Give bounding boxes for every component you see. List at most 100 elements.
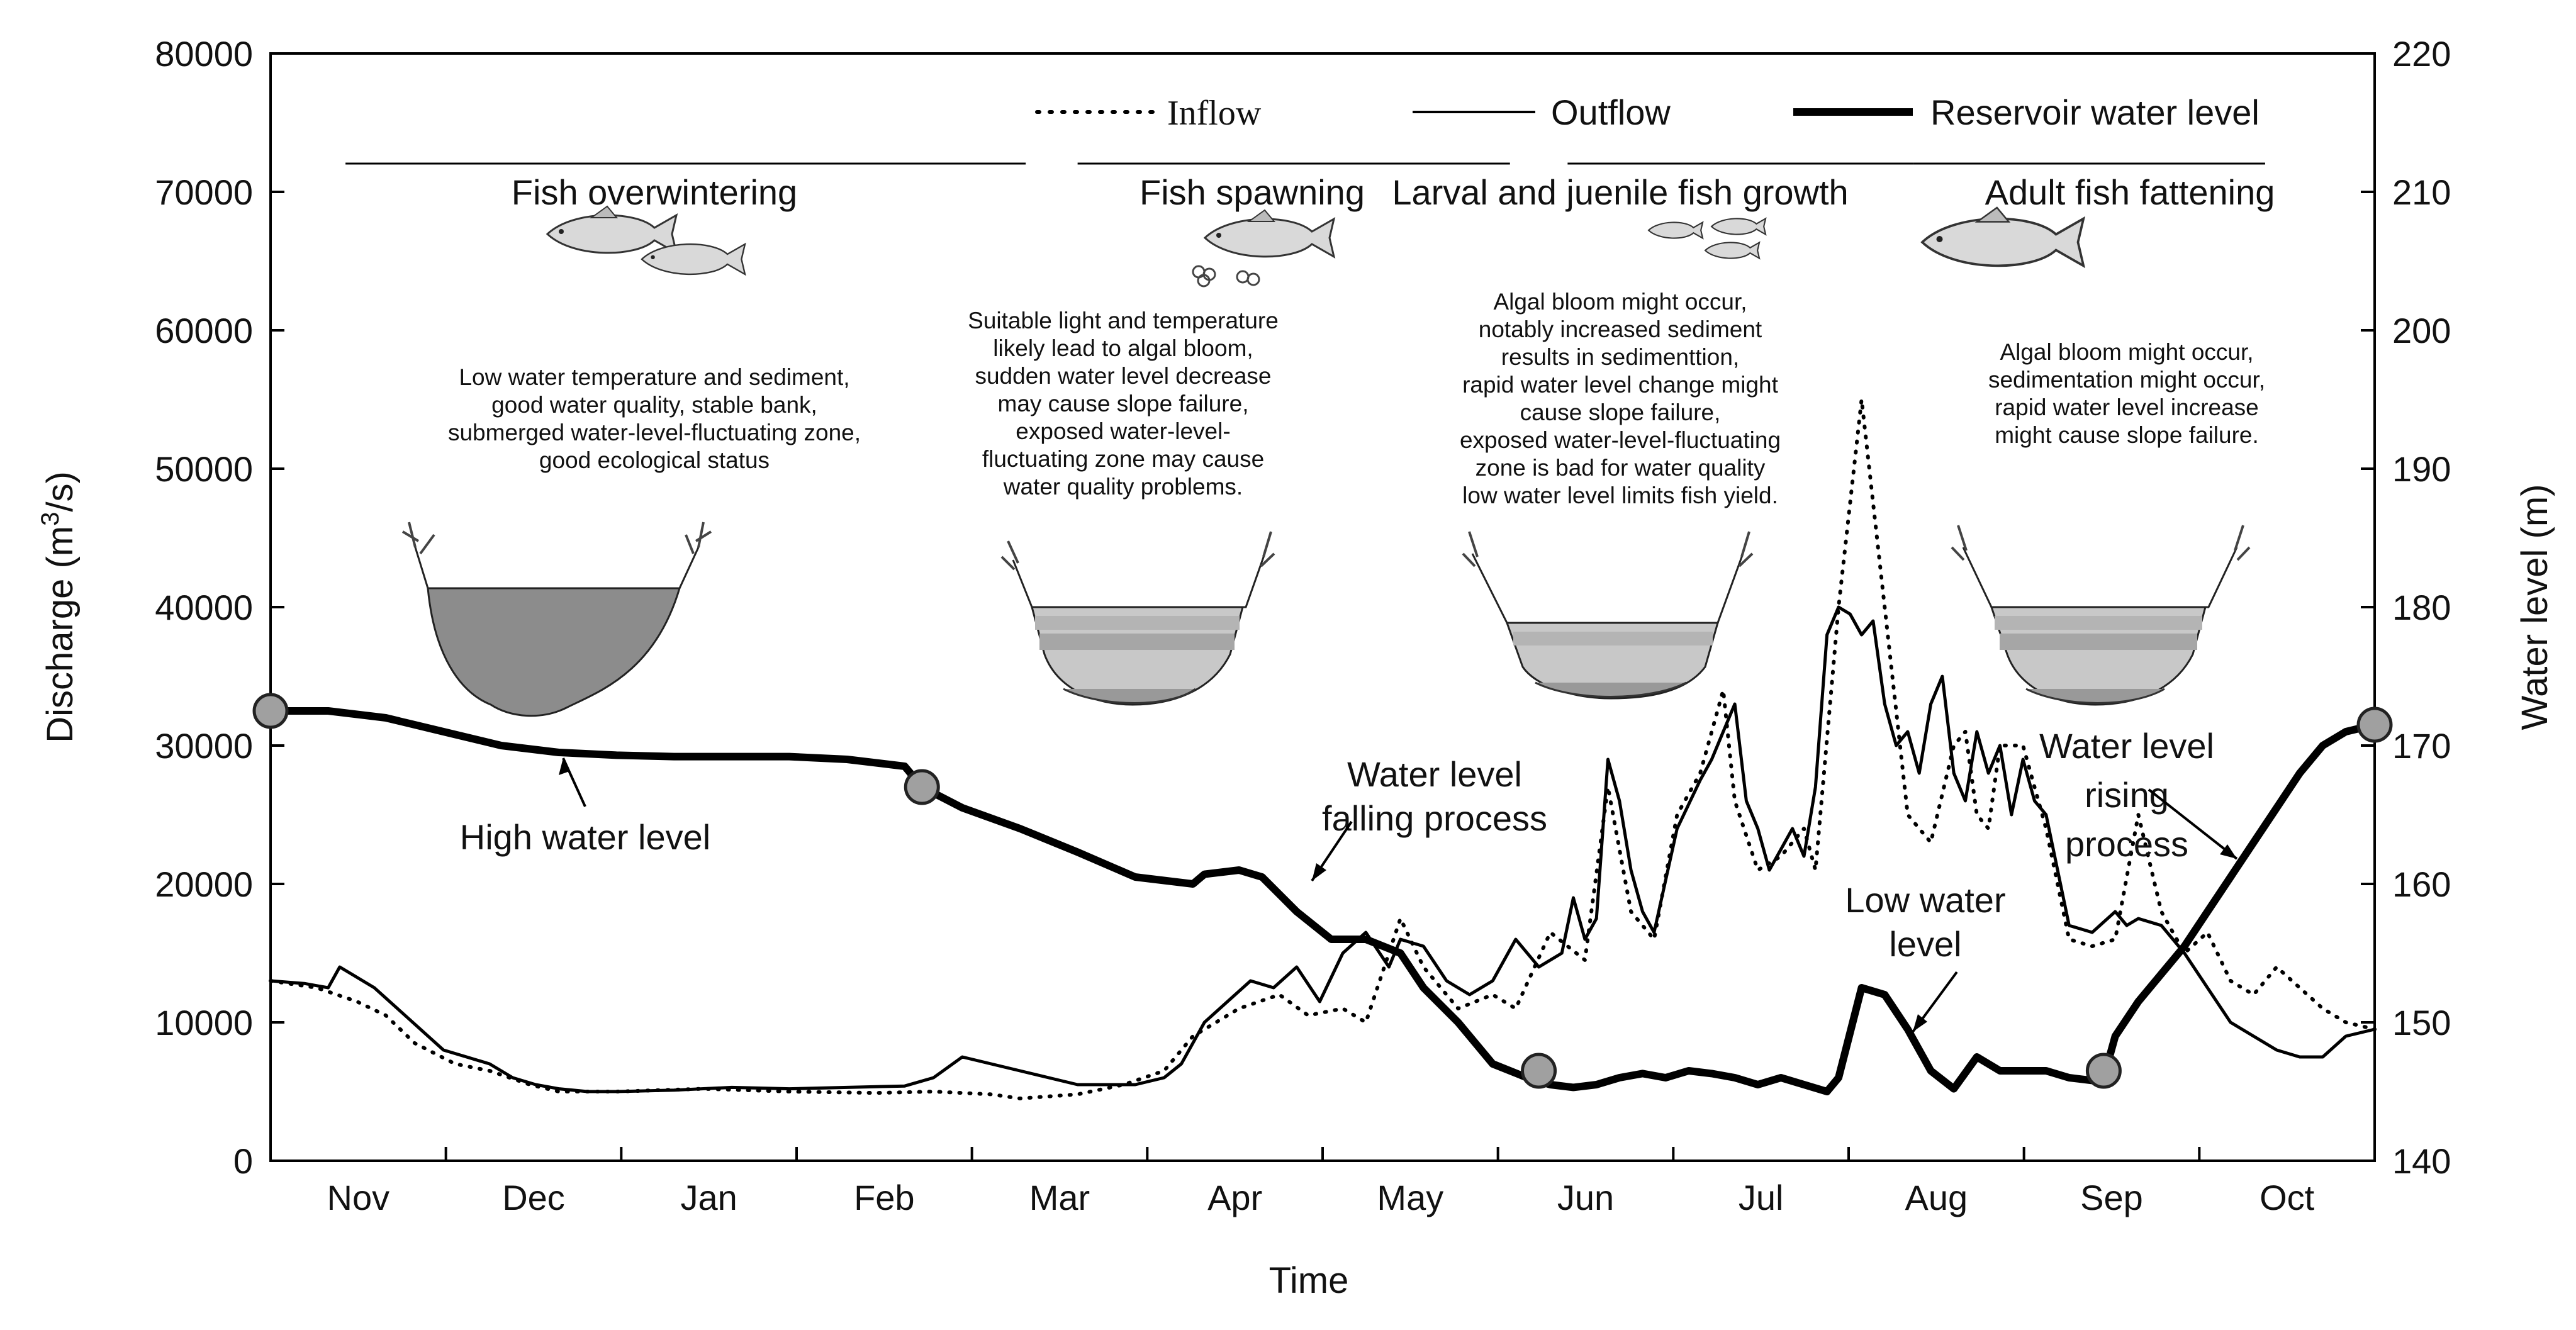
- y-right-tick-label: 190: [2392, 449, 2451, 489]
- y-left-tick-label: 10000: [155, 1003, 253, 1042]
- note-line: rapid water level change might: [1462, 372, 1779, 398]
- water-level-marker: [252, 693, 289, 729]
- phase-annotations: Fish overwintering Fish spawning Larval an…: [345, 162, 2275, 212]
- x-tick-label: Dec: [502, 1178, 565, 1217]
- annotation-falling: Water level falling process: [1322, 754, 1547, 838]
- marker-group: [252, 693, 2393, 1089]
- y-left-tick-label: 70000: [155, 172, 253, 212]
- y-left-tick-label: 30000: [155, 726, 253, 766]
- note-line: cause slope failure,: [1520, 400, 1721, 425]
- legend-level-label: Reservoir water level: [1930, 92, 2260, 132]
- illustrations: [401, 205, 2251, 717]
- note-line: water quality problems.: [1003, 474, 1243, 500]
- note-line: Low water temperature and sediment,: [459, 364, 849, 390]
- series-inflow: [269, 398, 2377, 1100]
- note-overwintering: Low water temperature and sediment, good …: [448, 364, 861, 473]
- y-left-tick-label: 50000: [155, 449, 253, 489]
- note-line: good ecological status: [539, 447, 770, 473]
- note-line: likely lead to algal bloom,: [993, 335, 1253, 361]
- annotation-falling-arrowhead: [1312, 863, 1326, 881]
- y-axis-left: 0 10000 20000 30000 40000 50000 60000 70000 8000…: [155, 34, 284, 1181]
- annotation-low: Low water level: [1845, 880, 2005, 964]
- water-level-marker: [2356, 707, 2393, 743]
- note-fattening: Algal bloom might occur, sedimentation mi…: [1988, 339, 2265, 448]
- y-right-tick-label: 170: [2392, 726, 2451, 766]
- annotation-low-arrowhead: [1913, 1014, 1927, 1032]
- fish-icon: [1704, 241, 1761, 260]
- reservoir-falling-illustration: [1000, 531, 1275, 706]
- water-level-marker: [2085, 1053, 2122, 1089]
- note-line: sedimentation might occur,: [1988, 367, 2265, 393]
- y-left-tick-label: 0: [233, 1141, 253, 1181]
- y-axis-right: 140 150 160 170 180 190 200 210 220: [2361, 34, 2451, 1181]
- x-tick-label: Sep: [2080, 1178, 2143, 1217]
- fish-icon: [641, 242, 746, 276]
- note-line: notably increased sediment: [1479, 316, 1762, 342]
- fish-egg-icon: [1192, 265, 1260, 288]
- y-axis-left-title: Discharge (m3/s): [36, 471, 81, 743]
- series-group: [267, 398, 2378, 1100]
- annotation-rising: Water level rising process: [2039, 726, 2214, 864]
- note-line: fluctuating zone may cause: [982, 446, 1264, 472]
- fish-icon: [1920, 206, 2086, 269]
- note-line: Algal bloom might occur,: [1493, 289, 1747, 315]
- legend-inflow-label: Inflow: [1167, 94, 1262, 133]
- note-line: submerged water-level-fluctuating zone,: [448, 420, 861, 445]
- y-left-tick-label: 80000: [155, 34, 253, 74]
- x-tick-label: May: [1377, 1178, 1443, 1217]
- legend-outflow-label: Outflow: [1551, 92, 1671, 132]
- x-tick-label: Aug: [1905, 1178, 1968, 1217]
- water-level-marker: [904, 769, 940, 805]
- phase-label: Larval and juenile fish growth: [1392, 172, 1848, 212]
- phase-label: Fish overwintering: [512, 172, 797, 212]
- note-line: exposed water-level-fluctuating: [1460, 427, 1781, 453]
- series-outflow: [269, 605, 2377, 1093]
- y-right-tick-label: 140: [2392, 1141, 2451, 1181]
- y-left-tick-label: 60000: [155, 311, 253, 350]
- annotation-high: High water level: [460, 817, 710, 857]
- note-line: may cause slope failure,: [998, 391, 1249, 416]
- x-axis: Nov Dec Jan Feb Mar Apr May Jun Jul Aug Sep Oct: [327, 1147, 2315, 1217]
- annotation-rising-arrowhead: [2220, 844, 2237, 859]
- note-line: rapid water level increase: [1995, 394, 2259, 420]
- series-reservoir-water-level: [267, 707, 2378, 1095]
- y-axis-right-title: Water level (m): [2514, 484, 2555, 730]
- note-growth: Algal bloom might occur, notably increase…: [1460, 289, 1781, 508]
- y-right-tick-label: 210: [2392, 172, 2451, 212]
- note-line: exposed water-level-: [1016, 418, 1230, 444]
- x-tick-label: Mar: [1029, 1178, 1090, 1217]
- impact-notes: Low water temperature and sediment, good …: [448, 289, 2265, 508]
- reservoir-full-illustration: [401, 522, 712, 717]
- y-left-tick-label: 40000: [155, 588, 253, 627]
- x-tick-label: Jun: [1557, 1178, 1614, 1217]
- phase-label: Adult fish fattening: [1985, 172, 2275, 212]
- fish-icon: [1647, 221, 1704, 240]
- x-tick-label: Jul: [1739, 1178, 1784, 1217]
- x-tick-label: Apr: [1207, 1178, 1262, 1217]
- annotation-rising-arrow: [2148, 788, 2238, 860]
- legend: Inflow Outflow Reservoir water level: [1035, 92, 2260, 133]
- x-tick-label: Nov: [327, 1178, 390, 1217]
- y-right-tick-label: 160: [2392, 864, 2451, 904]
- process-annotations: High water level Water level falling proc…: [460, 726, 2238, 1033]
- note-line: sudden water level decrease: [975, 363, 1271, 389]
- x-axis-title: Time: [1269, 1260, 1349, 1301]
- water-level-marker: [1521, 1053, 1557, 1089]
- fish-icon: [1203, 209, 1336, 259]
- fish-icon: [1710, 217, 1767, 236]
- note-line: Algal bloom might occur,: [2000, 339, 2253, 365]
- reservoir-rising-illustration: [1951, 525, 2251, 706]
- y-left-tick-label: 20000: [155, 864, 253, 904]
- note-line: low water level limits fish yield.: [1462, 483, 1778, 508]
- note-line: might cause slope failure.: [1995, 422, 2259, 448]
- note-spawning: Suitable light and temperature likely lea…: [968, 308, 1279, 500]
- note-line: zone is bad for water quality: [1476, 455, 1766, 481]
- note-line: Suitable light and temperature: [968, 308, 1279, 333]
- note-line: good water quality, stable bank,: [491, 392, 817, 418]
- y-right-tick-label: 150: [2392, 1003, 2451, 1042]
- y-right-tick-label: 220: [2392, 34, 2451, 74]
- annotation-high-arrowhead: [559, 758, 569, 775]
- y-right-tick-label: 200: [2392, 311, 2451, 350]
- x-tick-label: Jan: [681, 1178, 737, 1217]
